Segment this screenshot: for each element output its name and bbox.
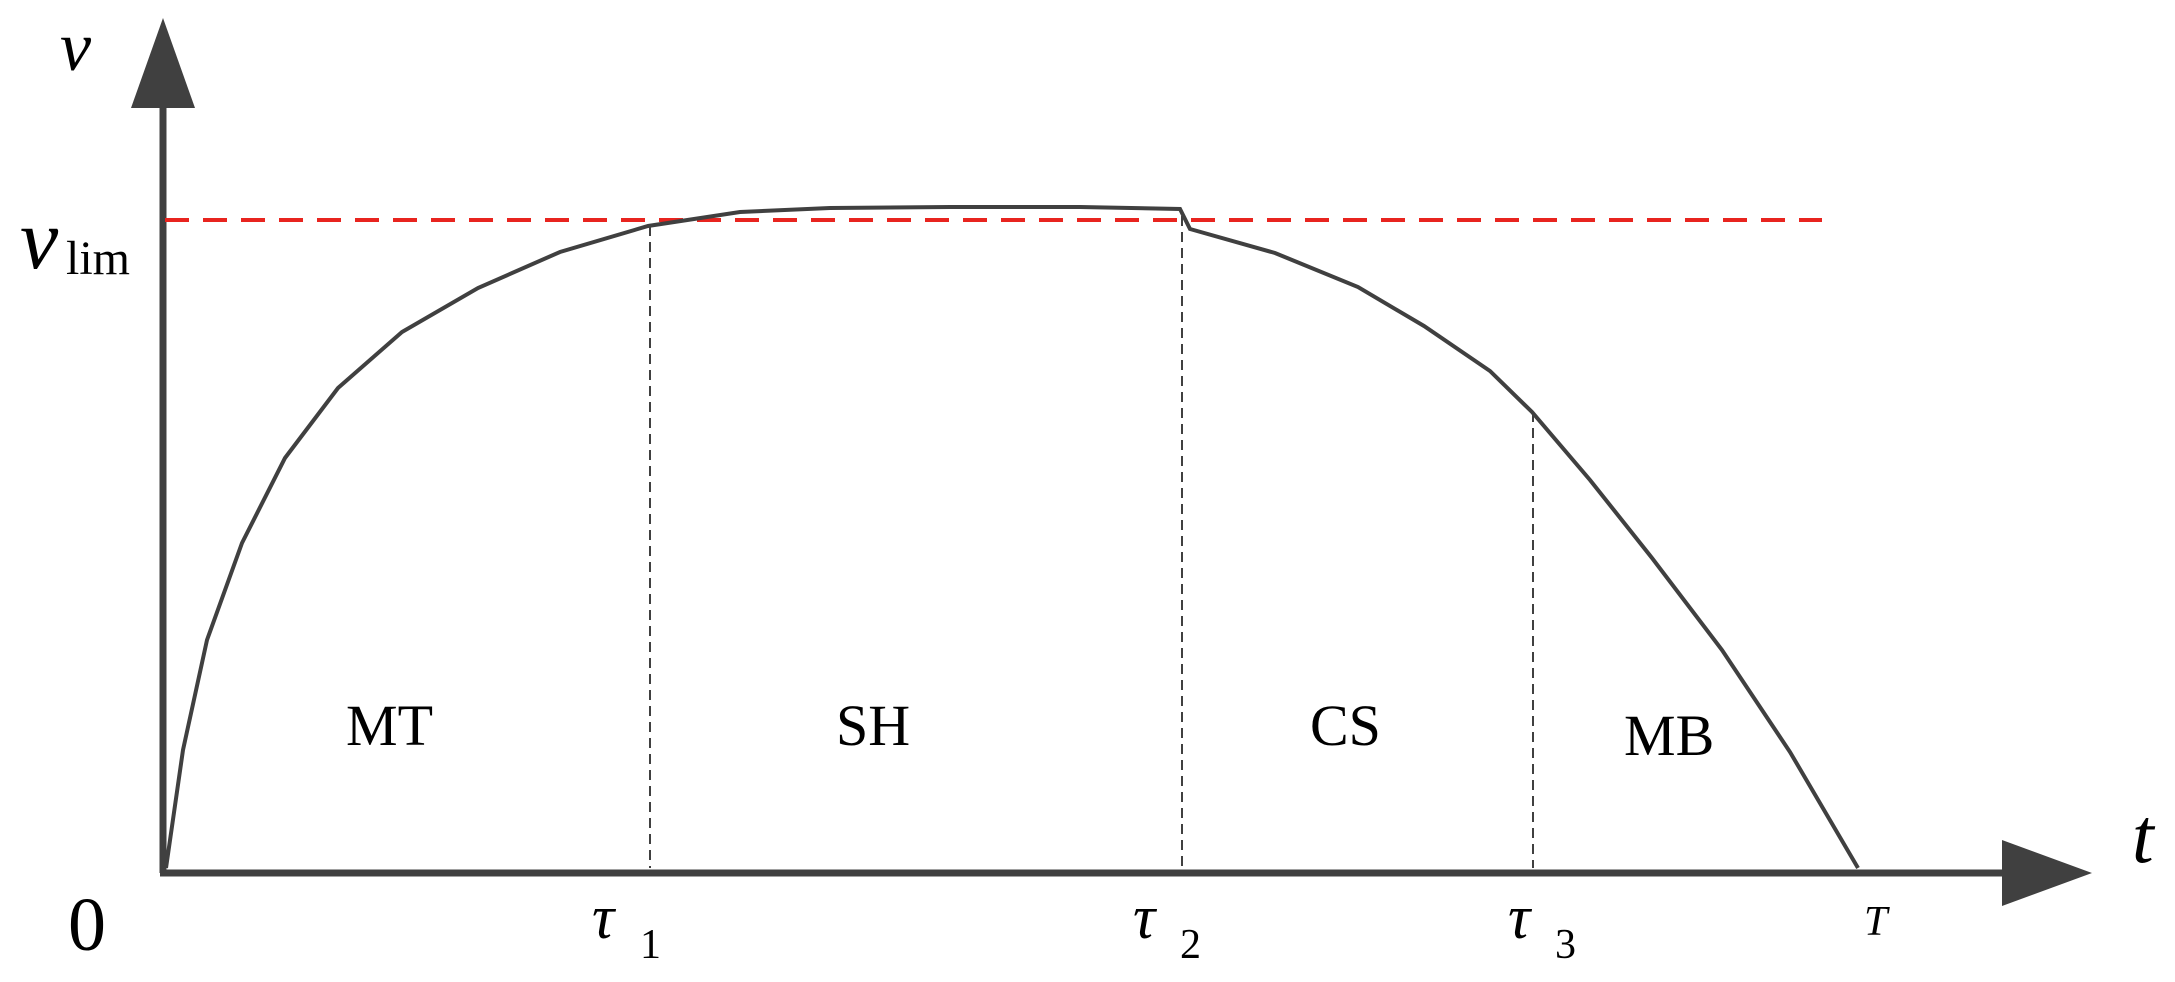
x-axis-label: t xyxy=(2132,792,2156,879)
limit-label-sub: lim xyxy=(66,232,130,285)
tau3-subscript: 3 xyxy=(1555,922,1576,968)
origin-label: 0 xyxy=(68,883,106,967)
phase-label-mb: MB xyxy=(1624,703,1714,768)
y-axis-arrowhead xyxy=(131,18,195,108)
tau1-subscript: 1 xyxy=(640,922,661,968)
tau2-label: τ xyxy=(1133,884,1158,952)
end-time-label: T xyxy=(1864,899,1890,945)
limit-label-main: v xyxy=(20,191,59,287)
y-axis-label: v xyxy=(60,9,92,86)
tau1-label: τ xyxy=(592,884,617,952)
tau3-label: τ xyxy=(1508,884,1533,952)
phase-label-sh: SH xyxy=(836,693,910,758)
speed-curve xyxy=(164,205,1860,870)
phase-label-cs: CS xyxy=(1310,693,1381,758)
tau2-subscript: 2 xyxy=(1180,922,1201,968)
phase-label-mt: MT xyxy=(346,693,433,758)
x-axis-arrowhead xyxy=(2002,840,2092,906)
